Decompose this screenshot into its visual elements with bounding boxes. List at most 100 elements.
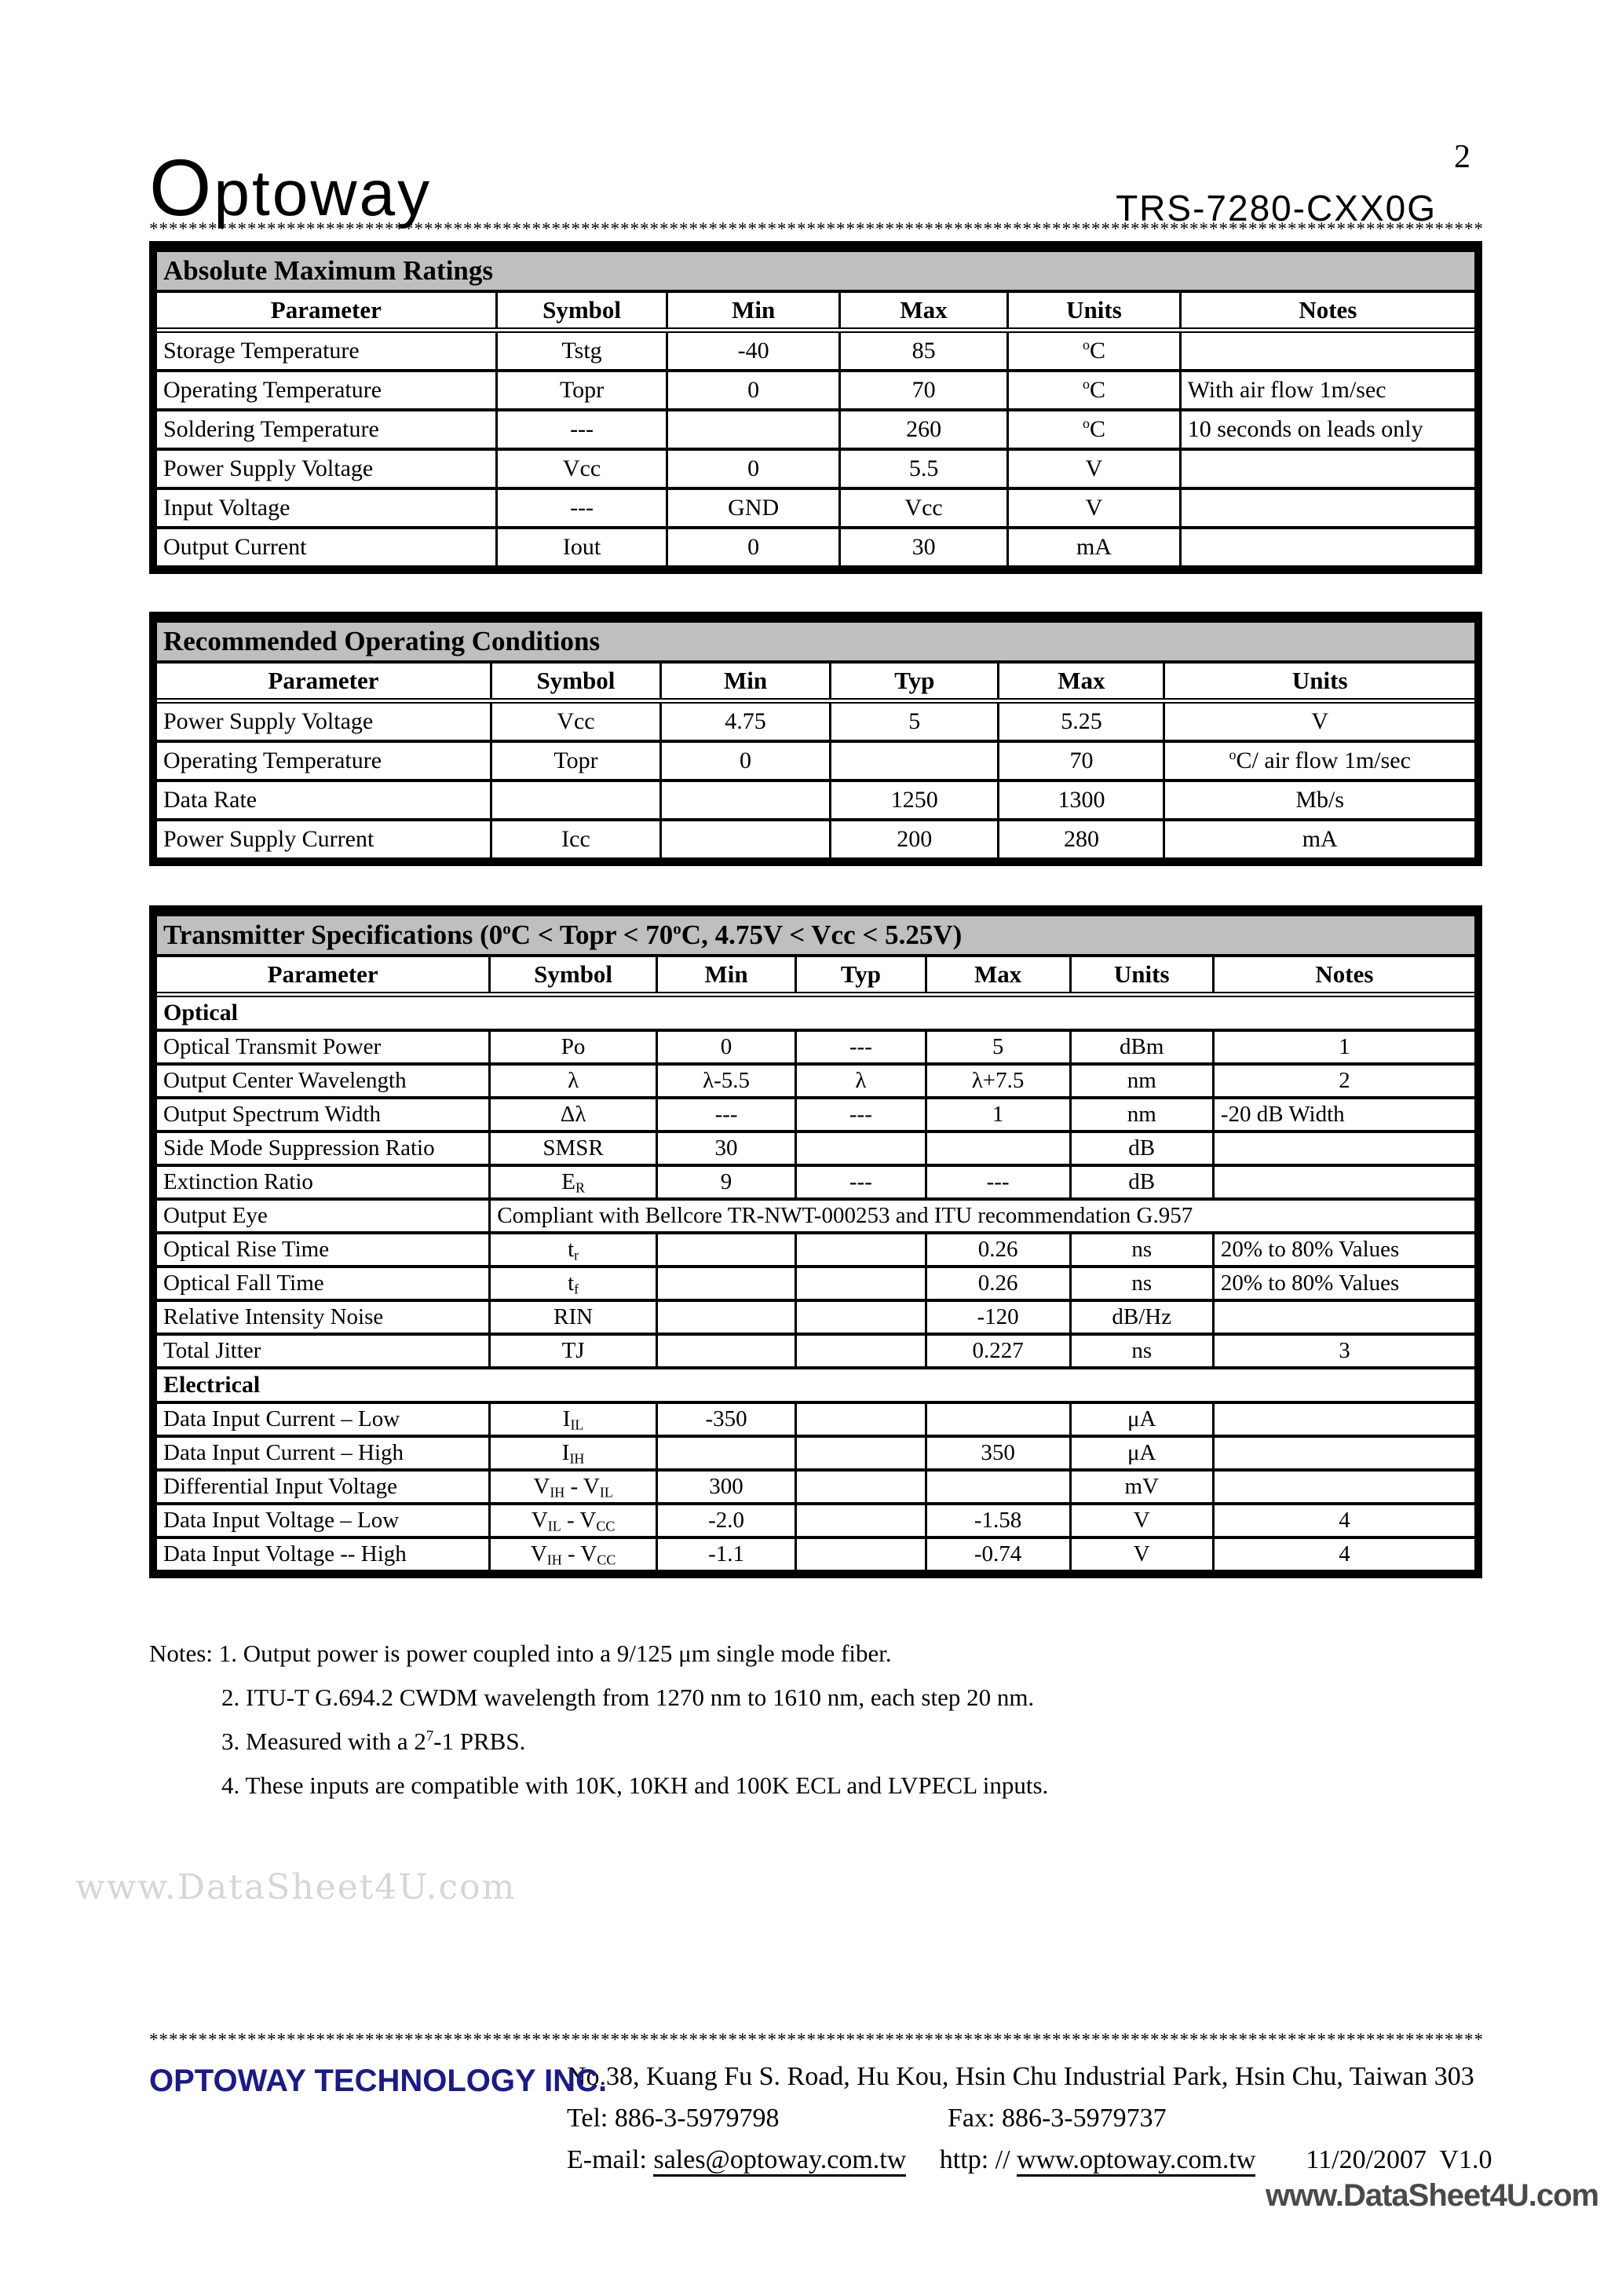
table-cell: 70 xyxy=(997,740,1166,782)
table-row: Data Rate 1250 1300 Mb/s xyxy=(152,779,1480,821)
section-row: Electrical xyxy=(152,1366,1480,1404)
table-cell: Compliant with Bellcore TR-NWT-000253 an… xyxy=(488,1197,1480,1234)
table-cell xyxy=(655,1435,798,1472)
table-cell xyxy=(1211,1130,1480,1167)
table-cell: 70 xyxy=(838,369,1010,411)
table-cell xyxy=(795,1299,927,1336)
table-cell: 0 xyxy=(666,526,841,572)
table-cell xyxy=(1211,1401,1480,1438)
table-cell xyxy=(795,1502,927,1539)
table-cell: 1 xyxy=(924,1096,1072,1133)
table-cell: tf xyxy=(488,1265,658,1302)
table-cell: Input Voltage xyxy=(152,487,498,529)
table-cell: 0 xyxy=(659,740,832,782)
table-cell xyxy=(655,1265,798,1302)
product-title: TRS-7280-CXX0G xyxy=(1116,188,1437,229)
website-link[interactable]: www.optoway.com.tw xyxy=(1017,2145,1256,2177)
email-link[interactable]: sales@optoway.com.tw xyxy=(653,2145,907,2177)
table-cell: Optical Rise Time xyxy=(152,1231,491,1268)
table-cell: Topr xyxy=(489,740,663,782)
spec-table-1: Absolute Maximum Ratings Parameter Symbol M… xyxy=(149,241,1482,574)
content-area: Absolute Maximum Ratings Parameter Symbol M… xyxy=(149,241,1482,1808)
table-cell: Data Input Voltage -- High xyxy=(152,1536,491,1576)
table-row: Output Eye Compliant with Bellcore TR-NWT… xyxy=(152,1197,1480,1234)
table-cell: VIH - VCC xyxy=(488,1536,658,1576)
table-cell: λ xyxy=(795,1062,927,1099)
table-cell: Icc xyxy=(489,818,663,864)
table-cell: ns xyxy=(1069,1231,1215,1268)
table-cell: Differential Input Voltage xyxy=(152,1468,491,1505)
table-cell xyxy=(924,1468,1072,1505)
column-header: Symbol xyxy=(488,954,658,997)
table-cell xyxy=(655,1231,798,1268)
table-cell: 1 xyxy=(1211,1029,1480,1066)
table-title: Absolute Maximum Ratings xyxy=(152,245,1480,293)
table-cell: Side Mode Suppression Ratio xyxy=(152,1130,491,1167)
table-cell: 1250 xyxy=(829,779,1000,821)
table-cell: Operating Temperature xyxy=(152,369,498,411)
watermark-bottom: www.DataSheet4U.com xyxy=(1266,2178,1599,2213)
table-cell: V xyxy=(1006,448,1182,490)
table-cell xyxy=(795,1435,927,1472)
fax-number: Fax: 886-3-5979737 xyxy=(948,2104,1167,2133)
table-cell xyxy=(795,1130,927,1167)
table-cell: VIL - VCC xyxy=(488,1502,658,1539)
table-cell xyxy=(1178,487,1480,529)
footer-separator: ****************************************… xyxy=(149,2032,1482,2049)
document-version: 11/20/2007 V1.0 xyxy=(1306,2145,1492,2174)
table-cell: 10 seconds on leads only xyxy=(1178,408,1480,451)
table-cell: 300 xyxy=(655,1468,798,1505)
company-name: OPTOWAY TECHNOLOGY INC. xyxy=(149,2064,608,2098)
table-cell: 3 xyxy=(1211,1333,1480,1369)
column-header: Min xyxy=(666,290,841,333)
notes-block: Notes: 1. Output power is power coupled … xyxy=(149,1632,1482,1808)
table-cell: Data Rate xyxy=(152,779,492,821)
logo-rest: ptoway xyxy=(214,158,433,229)
email-line: E-mail: sales@optoway.com.tw http: // ww… xyxy=(567,2139,1492,2181)
table-cell: V xyxy=(1069,1502,1215,1539)
column-header: Max xyxy=(838,290,1010,333)
table-cell: Data Input Current – Low xyxy=(152,1401,491,1438)
table-cell xyxy=(795,1536,927,1576)
table-cell: -1.58 xyxy=(924,1502,1072,1539)
table-cell: V xyxy=(1163,699,1480,743)
table-cell xyxy=(795,1401,927,1438)
table-row: Output Current Iout 0 30 mA xyxy=(152,526,1480,572)
table-cell: μA xyxy=(1069,1401,1215,1438)
table-cell: 5.25 xyxy=(997,699,1166,743)
table-header-row: Parameter Symbol Min Max Units Notes xyxy=(152,290,1480,333)
table-cell: Output Eye xyxy=(152,1197,491,1234)
table-cell xyxy=(924,1130,1072,1167)
table-row: Power Supply Voltage Vcc 0 5.5 V xyxy=(152,448,1480,490)
column-header: Units xyxy=(1163,660,1480,704)
column-header: Max xyxy=(924,954,1072,997)
table-row: Data Input Current – Low IIL -350 μA xyxy=(152,1401,1480,1438)
table-cell xyxy=(1178,328,1480,372)
table-cell: -1.1 xyxy=(655,1536,798,1576)
section-label: Optical xyxy=(152,993,1480,1032)
table-cell: -2.0 xyxy=(655,1502,798,1539)
tel-number: Tel: 886-3-5979798 xyxy=(567,2104,780,2133)
table-cell xyxy=(795,1468,927,1505)
page-number: 2 xyxy=(1454,139,1470,175)
column-header: Parameter xyxy=(152,954,491,997)
table-cell: Optical Transmit Power xyxy=(152,1029,491,1066)
table-cell: 2 xyxy=(1211,1062,1480,1099)
table-cell: Power Supply Voltage xyxy=(152,448,498,490)
watermark-left: www.DataSheet4U.com xyxy=(75,1867,517,1907)
table-cell: -40 xyxy=(666,328,841,372)
table-cell xyxy=(1178,526,1480,572)
table-cell: 0.26 xyxy=(924,1231,1072,1268)
table-cell: -120 xyxy=(924,1299,1072,1336)
table-header-row: Parameter Symbol Min Typ Max Units Notes xyxy=(152,954,1480,997)
table-cell xyxy=(659,818,832,864)
table-row: Differential Input Voltage VIH - VIL 300 mV xyxy=(152,1468,1480,1505)
table-cell: Data Input Current – High xyxy=(152,1435,491,1472)
table-row: Data Input Voltage -- High VIH - VCC -1.1 -… xyxy=(152,1536,1480,1576)
table-row: Soldering Temperature --- 260 oC 10 seconds … xyxy=(152,408,1480,451)
table-cell: oC xyxy=(1006,408,1182,451)
table-row: Operating Temperature Topr 0 70 oC With air f… xyxy=(152,369,1480,411)
table-cell: dB xyxy=(1069,1130,1215,1167)
table-cell: --- xyxy=(495,487,669,529)
table-row: Output Spectrum Width Δλ --- --- 1 nm -20 dB W… xyxy=(152,1096,1480,1133)
